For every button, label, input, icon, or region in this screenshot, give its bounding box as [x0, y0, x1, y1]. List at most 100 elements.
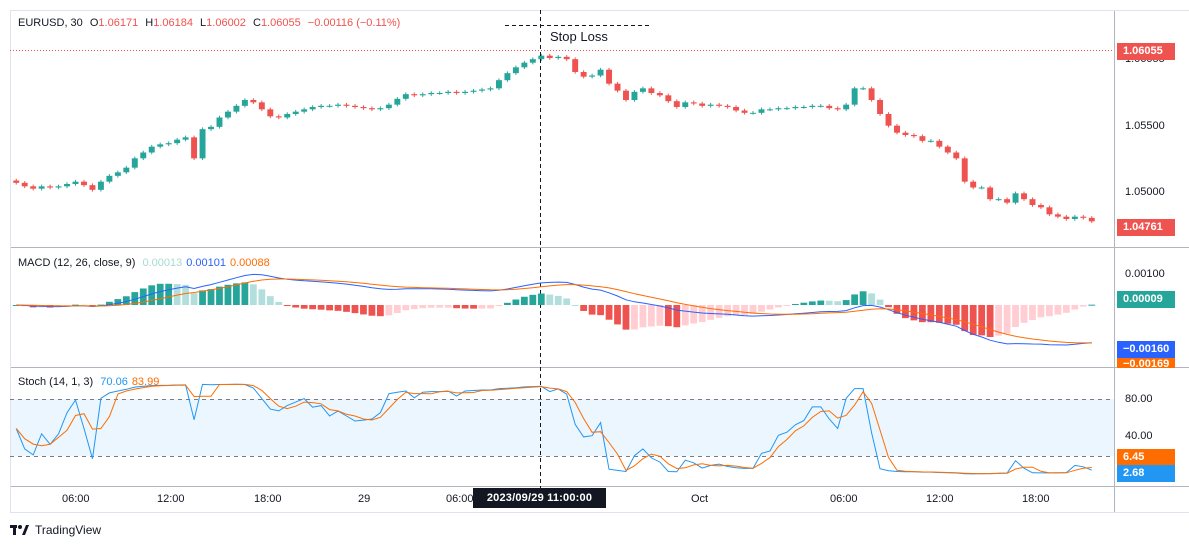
- candle-body: [919, 136, 926, 141]
- macd-histogram-bar: [876, 299, 884, 305]
- macd-histogram-bar: [410, 305, 418, 310]
- macd-histogram-bar: [487, 305, 494, 309]
- macd-histogram-bar: [182, 284, 189, 305]
- macd-histogram-bar: [834, 301, 842, 305]
- macd-histogram-bar: [1020, 305, 1028, 323]
- candle-body: [538, 55, 545, 60]
- macd-histogram-bar: [292, 305, 300, 308]
- candle-body: [758, 109, 765, 113]
- stop-loss-annotation[interactable]: Stop Loss: [550, 29, 608, 44]
- macd-histogram-bar: [639, 305, 647, 328]
- macd-histogram-bar: [952, 305, 960, 325]
- macd-histogram-bar: [741, 305, 748, 316]
- macd-histogram-bar: [944, 305, 952, 324]
- macd-histogram-bar: [385, 305, 393, 316]
- stoch-d-line: [15, 383, 1092, 475]
- candle-body: [267, 109, 274, 117]
- macd-histogram-bar: [715, 305, 723, 318]
- candle-body: [258, 102, 265, 110]
- candle-body: [428, 93, 435, 95]
- macd-histogram-bar: [825, 300, 833, 305]
- macd-histogram-bar: [537, 293, 545, 305]
- candle-body: [978, 187, 985, 189]
- macd-histogram-bar: [368, 305, 376, 316]
- candle-body: [809, 105, 816, 107]
- candle-body: [47, 186, 54, 188]
- candle-body: [495, 80, 502, 89]
- macd-histogram-bar: [266, 296, 274, 305]
- macd-histogram-bar: [885, 305, 892, 308]
- macd-histogram-bar: [156, 283, 164, 305]
- macd-histogram-bar: [749, 305, 757, 315]
- macd-histogram-bar: [605, 305, 613, 320]
- candle-body: [572, 59, 579, 72]
- candle-body: [690, 102, 697, 104]
- symbol-legend: EURUSD, 30 O1.06171 H1.06184 L1.06002 C1…: [18, 17, 404, 29]
- macd-histogram-bar: [360, 305, 367, 315]
- candle-body: [38, 186, 45, 189]
- macd-histogram-bar: [436, 305, 444, 308]
- macd-histogram-bar: [190, 293, 198, 305]
- candle-body: [462, 91, 469, 93]
- close-value: 1.06055: [260, 17, 301, 29]
- low-label: L: [200, 17, 207, 29]
- macd-histogram-bar: [173, 284, 181, 305]
- macd-histogram-bar: [986, 305, 994, 337]
- candle-body: [402, 94, 409, 99]
- macd-histogram-bar: [461, 305, 469, 309]
- candle-body: [106, 175, 113, 182]
- macd-histogram-bar: [842, 300, 850, 305]
- candle-body: [682, 102, 689, 107]
- candle-body: [123, 167, 130, 173]
- macd-histogram-bar: [309, 305, 317, 310]
- macd-histogram-bar: [969, 305, 977, 336]
- candle-body: [445, 91, 452, 93]
- candle-body: [64, 184, 71, 187]
- stoch-k-value: 70.06: [100, 376, 128, 388]
- candle-body: [148, 146, 155, 153]
- macd-histogram-bar: [326, 305, 333, 311]
- macd-histogram-bar: [216, 286, 223, 305]
- tradingview-brand: TradingView: [35, 523, 102, 537]
- macd-histogram-bar: [419, 305, 427, 309]
- macd-histogram-bar: [995, 305, 1002, 336]
- macd-histogram-bar: [766, 305, 774, 310]
- macd-histogram-bar: [902, 305, 909, 319]
- macd-histogram-bar: [546, 294, 554, 305]
- candle-body: [936, 140, 943, 147]
- candle-body: [284, 114, 291, 118]
- tradingview-logo-icon: [10, 523, 30, 537]
- macd-histogram-bar: [978, 305, 986, 336]
- macd-histogram-bar: [580, 305, 588, 311]
- candle-body: [1046, 207, 1053, 215]
- candle-body: [436, 93, 443, 94]
- macd-histogram-bar: [732, 305, 740, 316]
- macd-histogram-bar: [648, 305, 655, 327]
- macd-line-box: −0.00160: [1117, 341, 1175, 358]
- tradingview-footer[interactable]: TradingView: [10, 523, 101, 537]
- candle-body: [750, 112, 756, 114]
- high-value: 1.06184: [153, 17, 193, 29]
- candle-body: [72, 181, 79, 184]
- candle-body: [1021, 193, 1027, 200]
- macd-title: MACD (12, 26, close, 9): [18, 257, 136, 269]
- macd-histogram-bar: [427, 305, 435, 308]
- candle-body: [13, 180, 20, 183]
- candle-body: [97, 181, 104, 190]
- macd-histogram-bar: [800, 302, 808, 305]
- candle-body: [275, 116, 282, 118]
- candle-body: [224, 111, 231, 118]
- macd-histogram-bar: [910, 305, 918, 321]
- time-label-1800: 18:00: [254, 493, 282, 505]
- stoch-k-box: 2.68: [1117, 465, 1175, 482]
- candle-body: [580, 72, 587, 77]
- candle-body: [360, 107, 367, 109]
- candle-body: [318, 105, 325, 107]
- macd-hist-value: 0.00013: [142, 257, 183, 269]
- time-label-1200-b: 12:00: [926, 493, 954, 505]
- macd-histogram-bar: [300, 305, 308, 309]
- candle-body: [165, 143, 172, 145]
- macd-histogram-bar: [453, 305, 460, 309]
